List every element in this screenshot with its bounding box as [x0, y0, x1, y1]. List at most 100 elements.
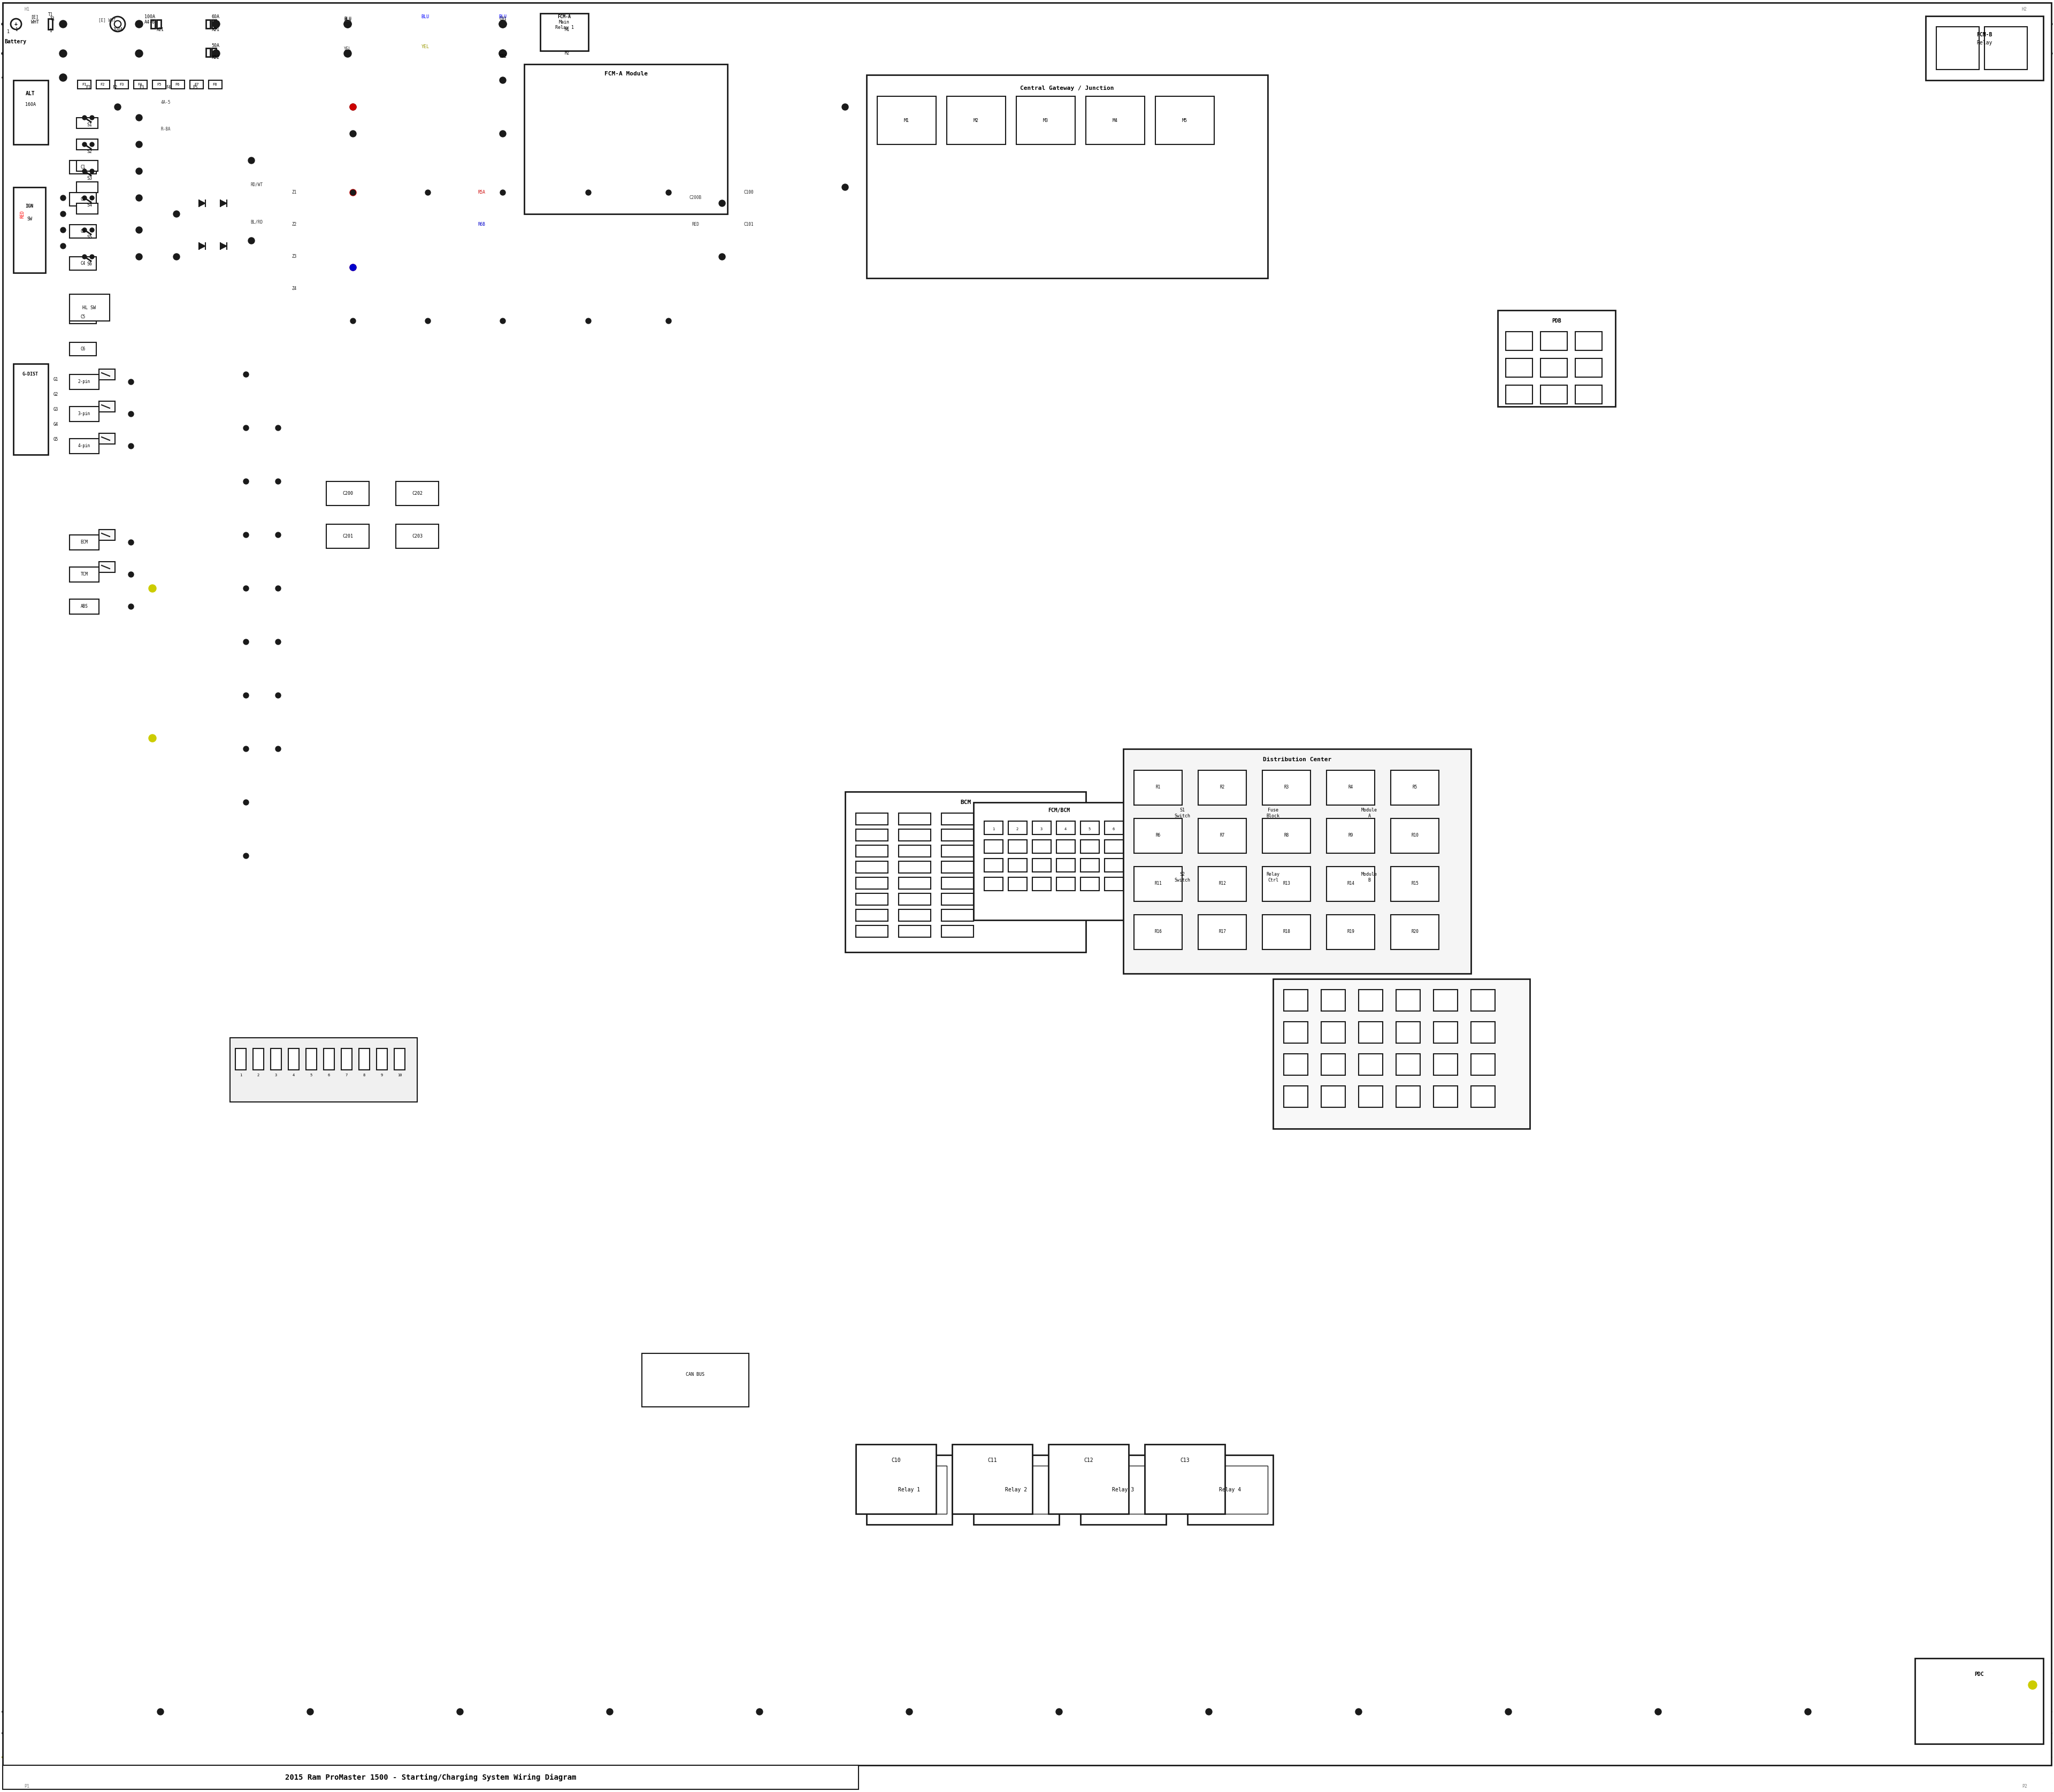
Text: C1: C1 — [80, 165, 86, 170]
Text: 1: 1 — [49, 29, 51, 32]
Text: Central Gateway / Junction: Central Gateway / Junction — [1021, 86, 1113, 91]
Text: R14: R14 — [1347, 882, 1354, 885]
Bar — [1273, 978, 1530, 1129]
Circle shape — [349, 263, 355, 271]
Circle shape — [249, 158, 255, 163]
Text: G3: G3 — [53, 407, 58, 412]
Circle shape — [242, 425, 249, 430]
Circle shape — [665, 190, 672, 195]
Bar — [857, 894, 887, 905]
Circle shape — [242, 694, 249, 699]
Bar — [844, 792, 1087, 952]
Bar — [1150, 792, 1214, 835]
Text: BLU: BLU — [343, 16, 351, 22]
Circle shape — [60, 20, 68, 29]
Bar — [134, 81, 148, 90]
Circle shape — [242, 478, 249, 484]
Bar — [1080, 840, 1099, 853]
Circle shape — [275, 745, 281, 751]
Bar — [70, 256, 97, 271]
Text: YEL: YEL — [421, 45, 429, 48]
Bar — [1321, 989, 1345, 1011]
Bar — [288, 1048, 300, 1070]
Bar — [941, 830, 974, 840]
Bar — [396, 525, 440, 548]
Text: Main: Main — [559, 20, 569, 25]
Bar — [76, 202, 99, 213]
Bar — [947, 97, 1006, 145]
Circle shape — [499, 190, 505, 195]
Text: 6: 6 — [329, 1073, 331, 1077]
Bar — [1193, 1466, 1267, 1514]
Bar — [1434, 1086, 1458, 1107]
Bar — [70, 536, 99, 550]
Bar — [1033, 878, 1052, 891]
Circle shape — [351, 319, 355, 324]
Bar — [1471, 1021, 1495, 1043]
Text: 3: 3 — [1039, 828, 1043, 831]
Text: 5: 5 — [310, 1073, 312, 1077]
Bar — [984, 821, 1002, 835]
Bar — [115, 81, 127, 90]
Bar — [1506, 358, 1532, 376]
Circle shape — [60, 195, 66, 201]
Bar — [1327, 867, 1374, 901]
Text: F1: F1 — [82, 82, 86, 86]
Circle shape — [1356, 1708, 1362, 1715]
Text: 160A: 160A — [25, 102, 35, 108]
Text: 50A: 50A — [212, 43, 220, 48]
Bar — [70, 342, 97, 357]
Bar — [900, 878, 930, 889]
Bar — [941, 909, 974, 921]
Circle shape — [136, 50, 144, 57]
Text: Fuse
Block: Fuse Block — [1267, 808, 1280, 819]
Text: G4: G4 — [53, 423, 58, 426]
Text: S4: S4 — [86, 202, 92, 208]
Bar — [76, 140, 99, 151]
Bar — [70, 375, 99, 389]
Bar — [1358, 1021, 1382, 1043]
Text: BL/RD: BL/RD — [251, 220, 263, 224]
Circle shape — [499, 131, 505, 136]
Bar — [1197, 771, 1247, 805]
Text: C203: C203 — [413, 534, 423, 539]
Bar — [152, 81, 166, 90]
Text: R1: R1 — [1156, 785, 1161, 790]
Bar — [641, 1353, 750, 1407]
Circle shape — [148, 584, 156, 591]
Bar — [70, 439, 99, 453]
Bar — [1434, 989, 1458, 1011]
Bar — [1009, 840, 1027, 853]
Bar — [1358, 1086, 1382, 1107]
Text: C202: C202 — [413, 491, 423, 496]
Bar — [1009, 821, 1027, 835]
Text: H1: H1 — [25, 7, 29, 13]
Circle shape — [249, 238, 255, 244]
Bar — [974, 1455, 1060, 1525]
Bar — [70, 192, 97, 206]
Circle shape — [90, 168, 94, 174]
Text: M4: M4 — [1113, 118, 1117, 124]
Text: C6: C6 — [80, 346, 86, 351]
Circle shape — [242, 532, 249, 538]
Text: X21: X21 — [212, 27, 220, 32]
Text: S1
Switch: S1 Switch — [1175, 808, 1189, 819]
Text: HL SW: HL SW — [82, 305, 97, 310]
Bar — [1056, 858, 1074, 873]
Bar — [1263, 819, 1310, 853]
Text: R5: R5 — [1413, 785, 1417, 790]
Text: Module
B: Module B — [1362, 873, 1378, 882]
Bar — [70, 310, 97, 324]
Text: F8: F8 — [214, 82, 218, 86]
Circle shape — [1056, 1708, 1062, 1715]
Bar — [1241, 792, 1304, 835]
Bar — [99, 369, 115, 380]
Circle shape — [585, 190, 592, 195]
Circle shape — [2027, 1681, 2038, 1690]
Bar — [359, 1048, 370, 1070]
Bar — [1284, 989, 1308, 1011]
Text: 6: 6 — [1113, 828, 1115, 831]
Text: RED: RED — [21, 210, 25, 219]
Text: 1: 1 — [992, 828, 994, 831]
Text: [E] WHT: [E] WHT — [99, 18, 115, 23]
